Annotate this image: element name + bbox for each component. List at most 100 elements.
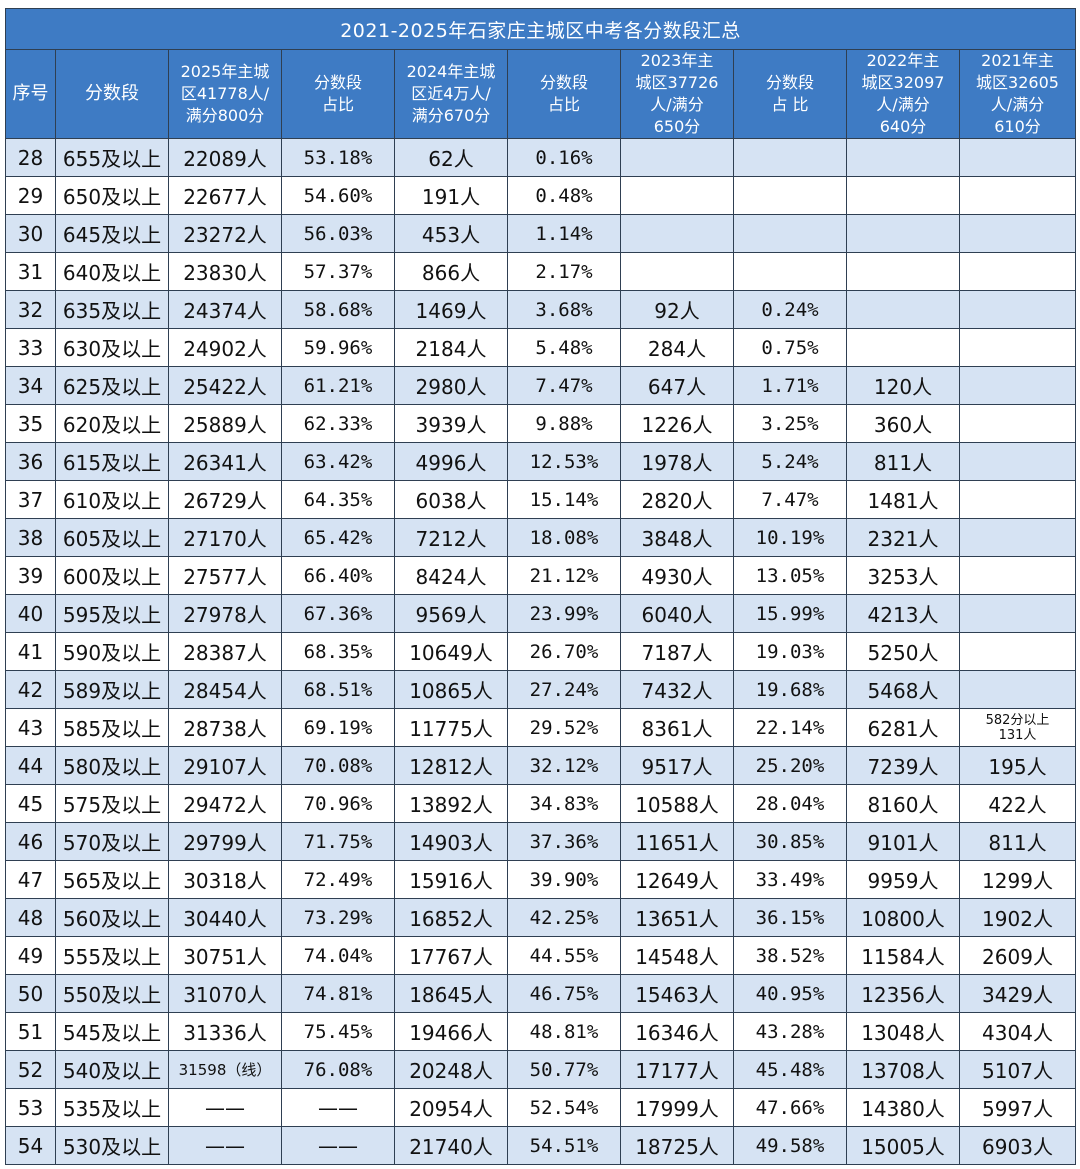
table-cell: 1.71% [733,366,847,405]
table-cell: 38 [5,518,56,557]
table-cell: 28387人 [168,632,282,671]
table-cell: 26.70% [507,632,621,671]
column-header: 序号 [5,49,56,139]
table-cell [958,670,1077,709]
table-cell: 68.51% [281,670,395,709]
table-cell: 3.68% [507,290,621,329]
column-header-line: 2021年主 [981,51,1054,70]
table-cell: 0.24% [733,290,847,329]
table-cell: 74.81% [281,974,395,1013]
table-cell: 51 [5,1012,56,1051]
column-header: 2021年主 城区32605 人/满分 610分 [958,49,1077,139]
table-cell: 42 [5,670,56,709]
table-cell: 555及以上 [55,936,169,975]
table-cell: 9569人 [394,594,508,633]
table-row: 46 570及以上 29799人 71.75% 14903人 37.36% 11651人 30… [5,822,1077,861]
table-cell: 650及以上 [55,176,169,215]
table-cell: 550及以上 [55,974,169,1013]
table-cell: 26341人 [168,442,282,481]
table-cell: 1481人 [846,480,960,519]
column-header-line: 分数段 [85,83,139,104]
table-cell [846,214,960,253]
column-header: 分数段占 比 [733,49,847,139]
table-cell [846,252,960,291]
column-header-line: 650分 [653,117,701,136]
table-cell: 120人 [846,366,960,405]
table-row: 43 585及以上 28738人 69.19% 11775人 29.52% 8361人 22.… [5,708,1077,747]
column-header-line: 2025年主城 [180,62,270,81]
table-cell: 65.42% [281,518,395,557]
table-cell: 580及以上 [55,746,169,785]
table-cell: 21740人 [394,1126,508,1165]
table-cell: 32.12% [507,746,621,785]
table-cell: 62.33% [281,404,395,443]
table-cell: 45.48% [733,1050,847,1089]
table-cell: 1299人 [958,860,1077,899]
table-cell: 625及以上 [55,366,169,405]
column-header: 2024年主城 区近4万人/满分670分 [394,49,508,139]
table-cell: 4930人 [620,556,734,595]
table-row: 33 630及以上 24902人 59.96% 2184人 5.48% 284人 0.75% [5,328,1077,367]
column-header-line: 城区37726 [635,73,719,92]
table-cell: 11584人 [846,936,960,975]
table-cell: 29799人 [168,822,282,861]
table-cell: 30751人 [168,936,282,975]
column-header-line: 2024年主城 [406,62,496,81]
table-cell [846,176,960,215]
table-cell: 31070人 [168,974,282,1013]
column-header: 分数段 占比 [281,49,395,139]
table-row: 53 535及以上 —— —— 20954人 52.54% 17999人 47.66% 1438… [5,1088,1077,1127]
table-cell: 540及以上 [55,1050,169,1089]
table-cell: 5.24% [733,442,847,481]
table-cell: 7.47% [507,366,621,405]
table-cell: 12649人 [620,860,734,899]
table-cell: 33 [5,328,56,367]
table-cell: 2321人 [846,518,960,557]
column-header-line: 640分 [879,117,927,136]
table-cell: 600及以上 [55,556,169,595]
table-cell: 10649人 [394,632,508,671]
table-row: 49 555及以上 30751人 74.04% 17767人 44.55% 14548人 38… [5,936,1077,975]
table-cell: 74.04% [281,936,395,975]
table-cell: 7239人 [846,746,960,785]
table-body: 28 655及以上 22089人 53.18% 62人 0.16% 29 650及以上 2267… [5,138,1077,1165]
table-cell [958,138,1077,177]
table-cell: 14548人 [620,936,734,975]
table-row: 39 600及以上 27577人 66.40% 8424人 21.12% 4930人 13.0… [5,556,1077,595]
column-header-line: 区41778人/ [180,84,270,103]
table-cell: 811人 [846,442,960,481]
table-cell: 10588人 [620,784,734,823]
table-row: 51 545及以上 31336人 75.45% 19466人 48.81% 16346人 43… [5,1012,1077,1051]
table-row: 32 635及以上 24374人 58.68% 1469人 3.68% 92人 0.24% [5,290,1077,329]
column-header-line: 2023年主 [640,51,714,70]
table-cell: 28454人 [168,670,282,709]
table-cell: 18725人 [620,1126,734,1165]
table-cell: 50 [5,974,56,1013]
table-cell: 4996人 [394,442,508,481]
table-cell: 9517人 [620,746,734,785]
table-cell: 360人 [846,404,960,443]
table-cell [846,290,960,329]
table-cell [958,366,1077,405]
table-cell: 191人 [394,176,508,215]
table-cell: 26729人 [168,480,282,519]
column-header-line: 分数段 [313,73,362,92]
table-cell: 8361人 [620,708,734,747]
table-cell: 12.53% [507,442,621,481]
table-cell [733,176,847,215]
table-cell: 46 [5,822,56,861]
table-row: 31 640及以上 23830人 57.37% 866人 2.17% [5,252,1077,291]
table-cell: 7212人 [394,518,508,557]
table-cell: 575及以上 [55,784,169,823]
table-cell: 20248人 [394,1050,508,1089]
table-cell: 22.14% [733,708,847,747]
column-header-line: 610分 [994,117,1041,136]
table-cell: 40 [5,594,56,633]
table-cell: 30 [5,214,56,253]
table-cell [620,138,734,177]
table-cell: 27978人 [168,594,282,633]
table-cell: 30.85% [733,822,847,861]
table-cell: 64.35% [281,480,395,519]
column-header: 2022年主 城区32097 人/满分 640分 [846,49,960,139]
table-cell: —— [168,1088,282,1127]
